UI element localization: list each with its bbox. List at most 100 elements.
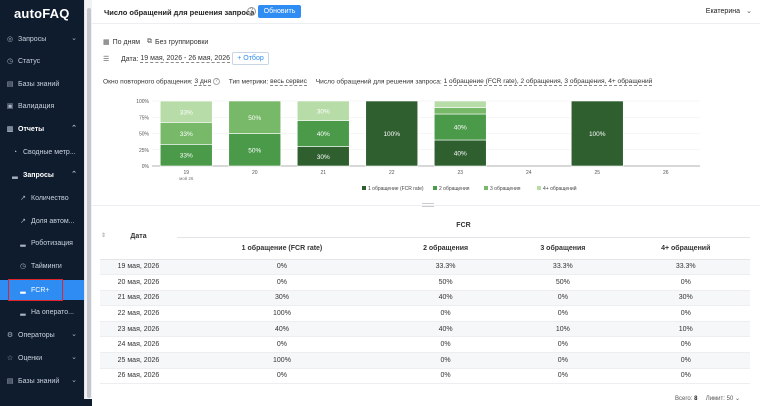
chevron-icon[interactable]: ⌃ (71, 171, 77, 178)
doc-icon: ▣ (6, 103, 14, 110)
column-header[interactable]: 1 обращение (FCR rate) (177, 237, 387, 260)
sidebar-item[interactable]: ⚙ Операторы ⌄ (0, 325, 84, 345)
value-cell: 0% (504, 368, 622, 385)
bar-segment[interactable] (296, 120, 350, 147)
x-tick-label: 24 (526, 170, 532, 176)
bar-data-label: 33% (180, 153, 193, 160)
table-row[interactable]: 26 мая, 2026 0% 0% 0% 0% (100, 368, 750, 385)
value-cell: 100% (177, 305, 387, 322)
date-cell: 20 мая, 2026 (100, 274, 177, 291)
group-by-days[interactable]: ▦ По дням (103, 38, 140, 47)
sidebar-item[interactable]: ▤ Базы знаний (0, 74, 84, 94)
column-header[interactable]: 2 обращения (386, 237, 505, 260)
sidebar-item[interactable]: ▂ На операто... (0, 302, 84, 322)
limit-label: Лимит: (705, 396, 725, 402)
legend-label[interactable]: 2 обращения (439, 186, 470, 192)
column-header[interactable]: 4+ обращений (621, 237, 750, 260)
sidebar-item[interactable]: ↗ Доля автом... (0, 211, 84, 231)
value-cell: 0% (386, 352, 505, 369)
bar-data-label: 50% (248, 147, 261, 154)
count-value[interactable]: 1 обращение (FCR rate), 2 обращения, 3 о… (443, 78, 653, 87)
star-icon: ☆ (6, 355, 14, 362)
layers-icon: ⧉ (147, 38, 152, 45)
sidebar-item[interactable]: ▤ Базы знаний ⌄ (0, 371, 84, 391)
bar-segment[interactable] (228, 133, 282, 167)
chevron-icon[interactable]: ⌄ (71, 377, 77, 384)
resize-handle[interactable] (422, 203, 434, 207)
bar-segment[interactable] (570, 100, 624, 167)
sidebar-item[interactable]: ◔ Сводные метр... (0, 142, 84, 162)
chevron-down-icon[interactable]: ⌄ (746, 8, 752, 15)
legend-label[interactable]: 4+ обращений (543, 185, 577, 192)
value-cell: 0% (504, 305, 622, 322)
chart-icon: ▥ (6, 126, 14, 133)
table-row[interactable]: 23 мая, 2026 40% 40% 10% 10% (100, 321, 750, 338)
bar-segment[interactable] (159, 100, 213, 124)
pagination-footer: Всего: 8 Лимит: 50 ⌄ (675, 395, 740, 402)
table-row[interactable]: 22 мая, 2026 100% 0% 0% 0% (100, 305, 750, 322)
target-icon: ◎ (6, 36, 14, 43)
sidebar-scroll-thumb[interactable] (87, 8, 91, 398)
bar-segment[interactable] (365, 100, 419, 167)
user-menu[interactable]: Екатерина (705, 8, 740, 15)
add-filter-button[interactable]: + Отбор (232, 52, 269, 65)
legend-swatch[interactable] (362, 186, 366, 190)
date-filter[interactable]: Дата: 19 мая, 2026 - 26 мая, 2026 (121, 55, 231, 63)
refresh-button[interactable]: Обновить (258, 5, 301, 18)
chevron-icon[interactable]: ⌄ (71, 331, 77, 338)
chevron-icon[interactable]: ⌄ (71, 35, 77, 42)
clock-icon: ◷ (6, 58, 14, 65)
sidebar-item[interactable]: ▂ Запросы ⌃ (0, 165, 84, 185)
table-row[interactable]: 24 мая, 2026 0% 0% 0% 0% (100, 336, 750, 354)
no-grouping[interactable]: ⧉ Без группировки (147, 38, 208, 46)
legend-label[interactable]: 3 обращения (490, 186, 521, 192)
value-cell: 0% (177, 259, 387, 276)
book-icon: ▤ (6, 378, 14, 385)
chevron-down-icon[interactable]: ⌄ (734, 396, 740, 402)
limit-select[interactable]: 50 (726, 396, 734, 402)
window-value[interactable]: 3 дня (194, 78, 212, 87)
bar-segment[interactable] (228, 100, 282, 134)
legend-swatch[interactable] (433, 186, 437, 190)
sidebar-item[interactable]: ▂ Роботизация (0, 233, 84, 253)
legend-swatch[interactable] (484, 186, 488, 190)
sidebar-scrollbar[interactable] (84, 0, 92, 406)
table-row[interactable]: 20 мая, 2026 0% 50% 50% 0% (100, 274, 750, 291)
legend-label[interactable]: 1 обращение (FCR rate) (368, 186, 424, 192)
sidebar-item[interactable]: ◷ Тайминги (0, 256, 84, 276)
table-row[interactable]: 25 мая, 2026 100% 0% 0% 0% (100, 352, 750, 369)
metric-type-label: Тип метрики: (228, 78, 269, 86)
y-tick-label: 25% (139, 148, 150, 154)
legend-swatch[interactable] (537, 186, 541, 190)
x-tick-label: 20 (252, 170, 258, 176)
bar-segment[interactable] (433, 100, 487, 108)
value-cell: 33.3% (621, 259, 750, 276)
value-cell: 10% (621, 321, 750, 338)
bar-segment[interactable] (433, 113, 487, 141)
help-icon[interactable]: ? (247, 7, 256, 16)
bar-segment[interactable] (296, 100, 350, 121)
sidebar-item[interactable]: ▂ FCR+ (0, 280, 84, 300)
date-column-header[interactable]: Дата (100, 215, 177, 260)
sidebar-item[interactable]: ☆ Оценки ⌄ (0, 348, 84, 368)
table-row[interactable]: 19 мая, 2026 0% 33.3% 33.3% 33.3% (100, 259, 750, 276)
sidebar-item[interactable]: ▥ Отчеты ⌃ (0, 119, 84, 139)
sidebar-item[interactable]: ▣ Валидация (0, 96, 84, 116)
sidebar-item[interactable]: ◎ Запросы ⌄ (0, 29, 84, 49)
metric-type-value[interactable]: весь сервис (270, 78, 307, 87)
chevron-icon[interactable]: ⌄ (71, 354, 77, 361)
sidebar-item-label: Статус (18, 57, 41, 65)
date-range-value[interactable]: 19 мая, 2026 - 26 мая, 2026 (140, 55, 231, 63)
sidebar-item[interactable]: ↗ Количество (0, 188, 84, 208)
chevron-icon[interactable]: ⌃ (71, 125, 77, 132)
sidebar-item[interactable]: ◷ Статус (0, 51, 84, 71)
column-header[interactable]: 3 обращения (504, 237, 622, 260)
bar-segment[interactable] (433, 139, 487, 167)
help-icon[interactable]: ? (212, 78, 220, 85)
value-cell: 40% (386, 321, 505, 338)
bar-segment[interactable] (433, 107, 487, 115)
table-row[interactable]: 21 мая, 2026 30% 40% 0% 30% (100, 290, 750, 307)
filter-settings[interactable]: ☰ (103, 55, 112, 63)
date-cell: 22 мая, 2026 (100, 305, 177, 322)
bar-data-label: 40% (454, 125, 467, 132)
